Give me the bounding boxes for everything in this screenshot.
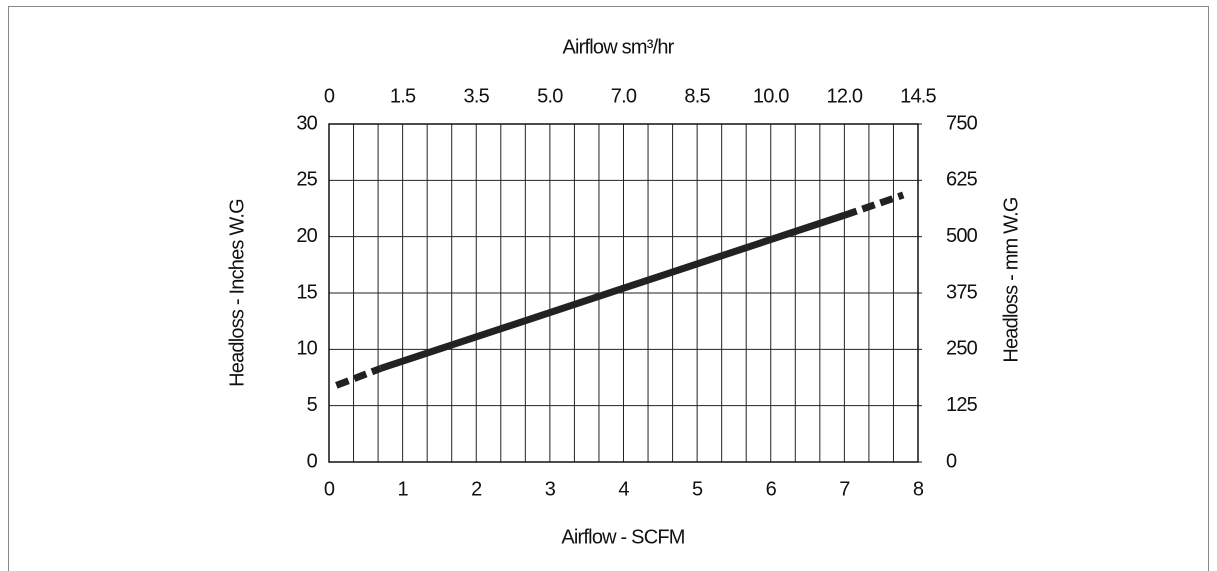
x-tick-label: 6 xyxy=(766,478,777,500)
x2-tick-label: 1.5 xyxy=(390,85,416,107)
y-tick-label: 15 xyxy=(296,281,317,303)
frame xyxy=(8,6,1209,571)
y-axis-title: Headloss - Inches W.G xyxy=(226,199,248,387)
x-tick-label: 3 xyxy=(545,478,556,500)
y2-axis-title: Headloss - mm W.G xyxy=(1000,197,1022,363)
data-line xyxy=(843,191,905,219)
x-tick-label: 1 xyxy=(397,478,408,500)
x2-tick-label: 10.0 xyxy=(753,85,789,107)
data-line xyxy=(379,211,846,372)
top-axis-title: Airflow sm³/hr xyxy=(562,36,674,58)
y2-tick-label: 750 xyxy=(946,112,978,134)
x2-tick-label: 8.5 xyxy=(684,85,710,107)
y-tick-label: 25 xyxy=(296,169,317,191)
x2-tick-label: 3.5 xyxy=(464,85,490,107)
x-tick-label: 0 xyxy=(324,478,335,500)
x2-tick-label: 7.0 xyxy=(611,85,637,107)
y2-tick-label: 375 xyxy=(946,281,978,303)
y-tick-label: 0 xyxy=(307,450,318,472)
y2-tick-label: 125 xyxy=(946,394,978,416)
x2-tick-label: 14.5 xyxy=(900,85,936,107)
x2-tick-label: 12.0 xyxy=(827,85,863,107)
x-tick-label: 8 xyxy=(913,478,924,500)
x-tick-label: 2 xyxy=(471,478,482,500)
x2-tick-label: 0 xyxy=(324,85,335,107)
y2-tick-label: 0 xyxy=(946,450,957,472)
x-tick-label: 4 xyxy=(618,478,629,500)
y-tick-label: 10 xyxy=(296,338,317,360)
plot-border xyxy=(328,123,919,463)
data-line xyxy=(335,365,382,389)
y-tick-label: 20 xyxy=(296,225,317,247)
y2-tick-label: 250 xyxy=(946,338,978,360)
x-axis-title: Airflow - SCFM xyxy=(561,526,684,548)
x-tick-label: 7 xyxy=(839,478,850,500)
y2-tick-label: 500 xyxy=(946,225,978,247)
x2-tick-label: 5.0 xyxy=(537,85,563,107)
y-tick-label: 30 xyxy=(296,112,317,134)
y2-tick-label: 625 xyxy=(946,169,978,191)
x-tick-label: 5 xyxy=(692,478,703,500)
y-tick-label: 5 xyxy=(307,394,318,416)
